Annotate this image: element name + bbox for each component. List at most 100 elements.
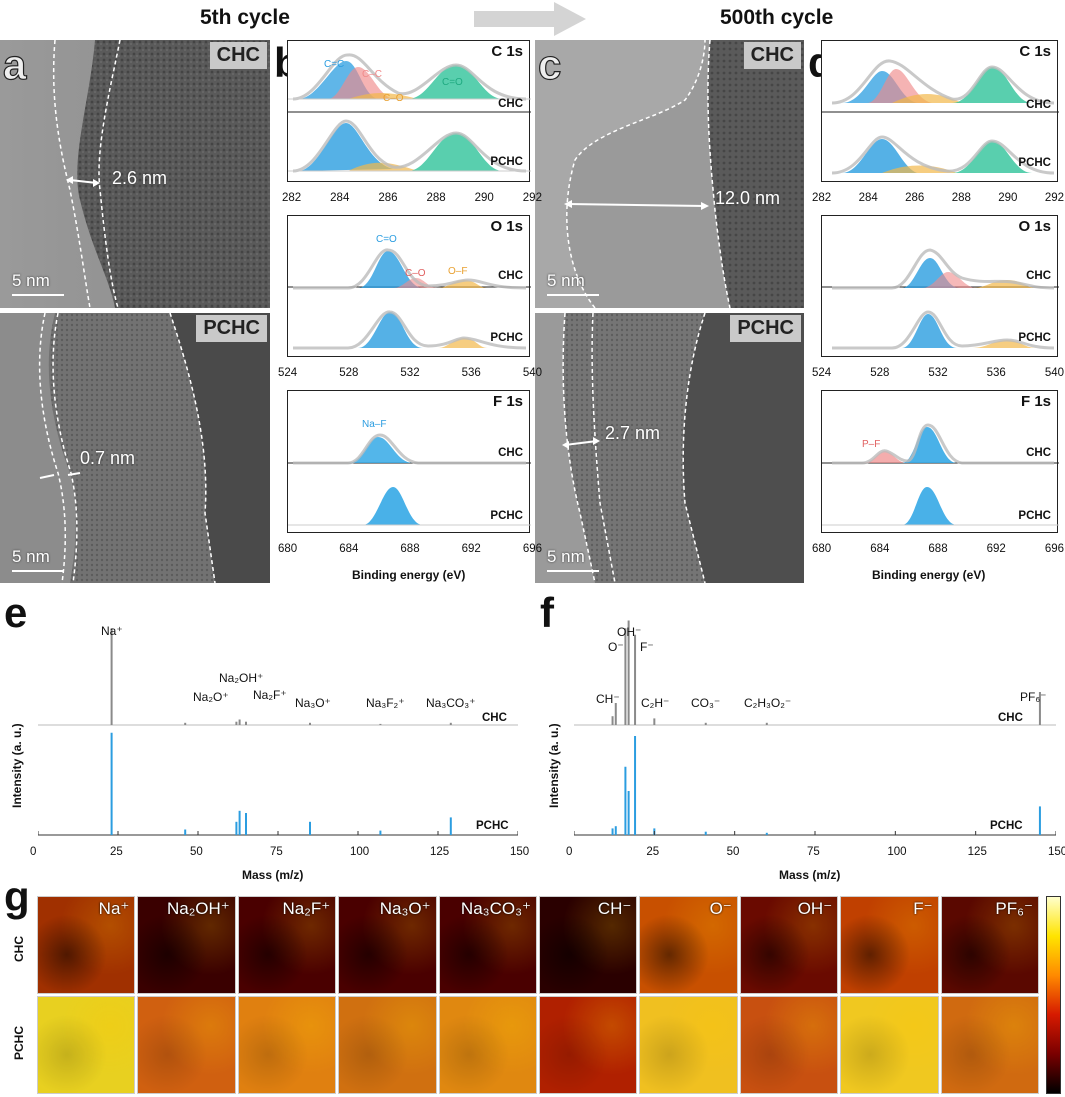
mapping-ion-label: Na⁺	[98, 899, 130, 918]
tick: 536	[986, 367, 1006, 379]
ion-annotation: C₂H⁻	[641, 696, 670, 710]
ion-annotation: Na₃O⁺	[295, 696, 331, 710]
shell-thickness-label: 0.7 nm	[80, 448, 136, 468]
x-tick-label: 0	[566, 846, 573, 858]
mapping-tile	[338, 996, 437, 1094]
xps-element-label: C 1s	[491, 43, 523, 60]
tick: 680	[812, 543, 832, 555]
mapping-tile	[840, 996, 939, 1094]
mapping-tile: O⁻	[639, 896, 738, 994]
xps-element-label: F 1s	[492, 393, 523, 410]
mapping-tile: Na⁺	[37, 896, 136, 994]
tick: 684	[339, 543, 359, 555]
row-label: PCHC	[12, 1025, 26, 1060]
mapping-tile	[237, 996, 337, 1094]
sample-label: PCHC	[476, 820, 509, 832]
panel-label-c: c	[537, 41, 562, 88]
peak-label: C–C	[362, 69, 383, 80]
tick: 540	[522, 367, 542, 379]
mapping-tile: PF₆⁻	[940, 896, 1039, 994]
tick: 290	[474, 192, 494, 204]
header-500th-cycle: 500th cycle	[720, 6, 834, 29]
shell-thickness-label: 2.6 nm	[112, 168, 168, 188]
tem-image-c-pchc: PCHC 2.7 nm 5 nm	[535, 313, 804, 583]
xps-c1s-5th: C 1s C=C C–C C–O C=O CHC PCHC	[287, 40, 531, 182]
xps-axis-ticks: 680 684 688 692 696	[278, 543, 542, 555]
x-tick-label: 100	[887, 846, 907, 858]
sample-label: PCHC	[490, 510, 523, 522]
peak-label: C–O	[405, 268, 426, 279]
tem-tag: CHC	[209, 42, 267, 69]
ion-annotation: PF₆⁻	[1020, 690, 1047, 704]
xps-o1s-5th: O 1s C=O C–O O–F CHC PCHC	[287, 215, 531, 357]
sample-label: CHC	[998, 712, 1023, 724]
xps-element-label: O 1s	[1018, 218, 1051, 235]
ion-annotation: CO₃⁻	[691, 696, 721, 710]
mass-spectrum-f	[574, 620, 1056, 836]
mapping-tile	[37, 996, 136, 1094]
tem-tag: CHC	[743, 42, 801, 69]
tick: 680	[278, 543, 298, 555]
sample-label: PCHC	[990, 820, 1023, 832]
x-tick-label: 50	[190, 846, 203, 858]
sample-label: CHC	[498, 447, 523, 459]
tick: 688	[400, 543, 420, 555]
mapping-tile	[539, 996, 638, 1094]
mapping-ion-label: Na₂OH⁺	[166, 899, 230, 918]
tick: 532	[928, 367, 948, 379]
shell-thickness-label: 12.0 nm	[715, 188, 781, 208]
mapping-tile	[137, 996, 236, 1094]
tem-image-c-chc: c CHC 12.0 nm 5 nm	[535, 40, 804, 308]
mapping-tile: Na₃O⁺	[338, 896, 437, 994]
x-tick-label: 0	[30, 846, 37, 858]
tick: 286	[905, 192, 925, 204]
panel-label-e: e	[4, 589, 28, 636]
sample-label: PCHC	[1018, 157, 1051, 169]
mapping-ion-label: Na₃O⁺	[379, 899, 431, 918]
x-tick-label: 150	[1048, 846, 1065, 858]
ion-annotation: OH⁻	[617, 625, 642, 639]
tick: 524	[278, 367, 298, 379]
xps-xlabel: Binding energy (eV)	[872, 568, 986, 582]
peak-label: Na–F	[362, 419, 387, 430]
mapping-tile: F⁻	[840, 896, 939, 994]
mass-spectrum-e	[38, 628, 518, 836]
mapping-ion-label: PF₆⁻	[995, 899, 1033, 918]
tick: 284	[330, 192, 350, 204]
x-tick-label: 75	[270, 846, 283, 858]
tick: 540	[1044, 367, 1064, 379]
x-tick-label: 100	[350, 846, 370, 858]
x-tick-label: 75	[807, 846, 820, 858]
xps-f1s-5th: F 1s Na–F CHC PCHC	[287, 390, 531, 533]
x-tick-label: 50	[726, 846, 740, 858]
tem-image-a-pchc: PCHC 0.7 nm 5 nm	[0, 313, 270, 583]
sample-label: CHC	[1026, 270, 1051, 282]
tick: 282	[812, 192, 832, 204]
scale-bar-label: 5 nm	[12, 547, 50, 566]
peak-label: C=O	[376, 234, 397, 245]
sample-label: PCHC	[1018, 510, 1051, 522]
tem-image-a-chc: a CHC 2.6 nm 5 nm	[0, 40, 270, 308]
panel-label-a: a	[2, 41, 27, 88]
mapping-ion-label: Na₂F⁺	[282, 899, 331, 918]
x-tick-label: 25	[110, 846, 123, 858]
mapping-tile: Na₂F⁺	[237, 896, 337, 994]
x-axis-label: Mass (m/z)	[242, 868, 304, 882]
xps-axis-ticks: 680 684 688 692 696	[812, 543, 1064, 555]
arrow-right-icon	[474, 2, 586, 36]
colorbar	[1046, 896, 1061, 1094]
ion-annotation: Na⁺	[101, 624, 123, 638]
sample-label: PCHC	[490, 156, 523, 168]
sample-label: CHC	[498, 98, 523, 110]
ion-annotation: Na₃F₂⁺	[366, 696, 405, 710]
sample-label: PCHC	[490, 332, 523, 344]
tick: 290	[998, 192, 1018, 204]
mapping-tile: Na₂OH⁺	[137, 896, 236, 994]
x-tick-label: 25	[646, 846, 660, 858]
row-label: CHC	[12, 936, 26, 962]
ion-annotation: O⁻	[608, 640, 624, 654]
peak-label: C=C	[324, 59, 345, 70]
y-axis-label: Intensity (a. u.)	[10, 723, 24, 808]
x-axis-label: Mass (m/z)	[779, 868, 841, 882]
xps-element-label: O 1s	[490, 218, 523, 235]
